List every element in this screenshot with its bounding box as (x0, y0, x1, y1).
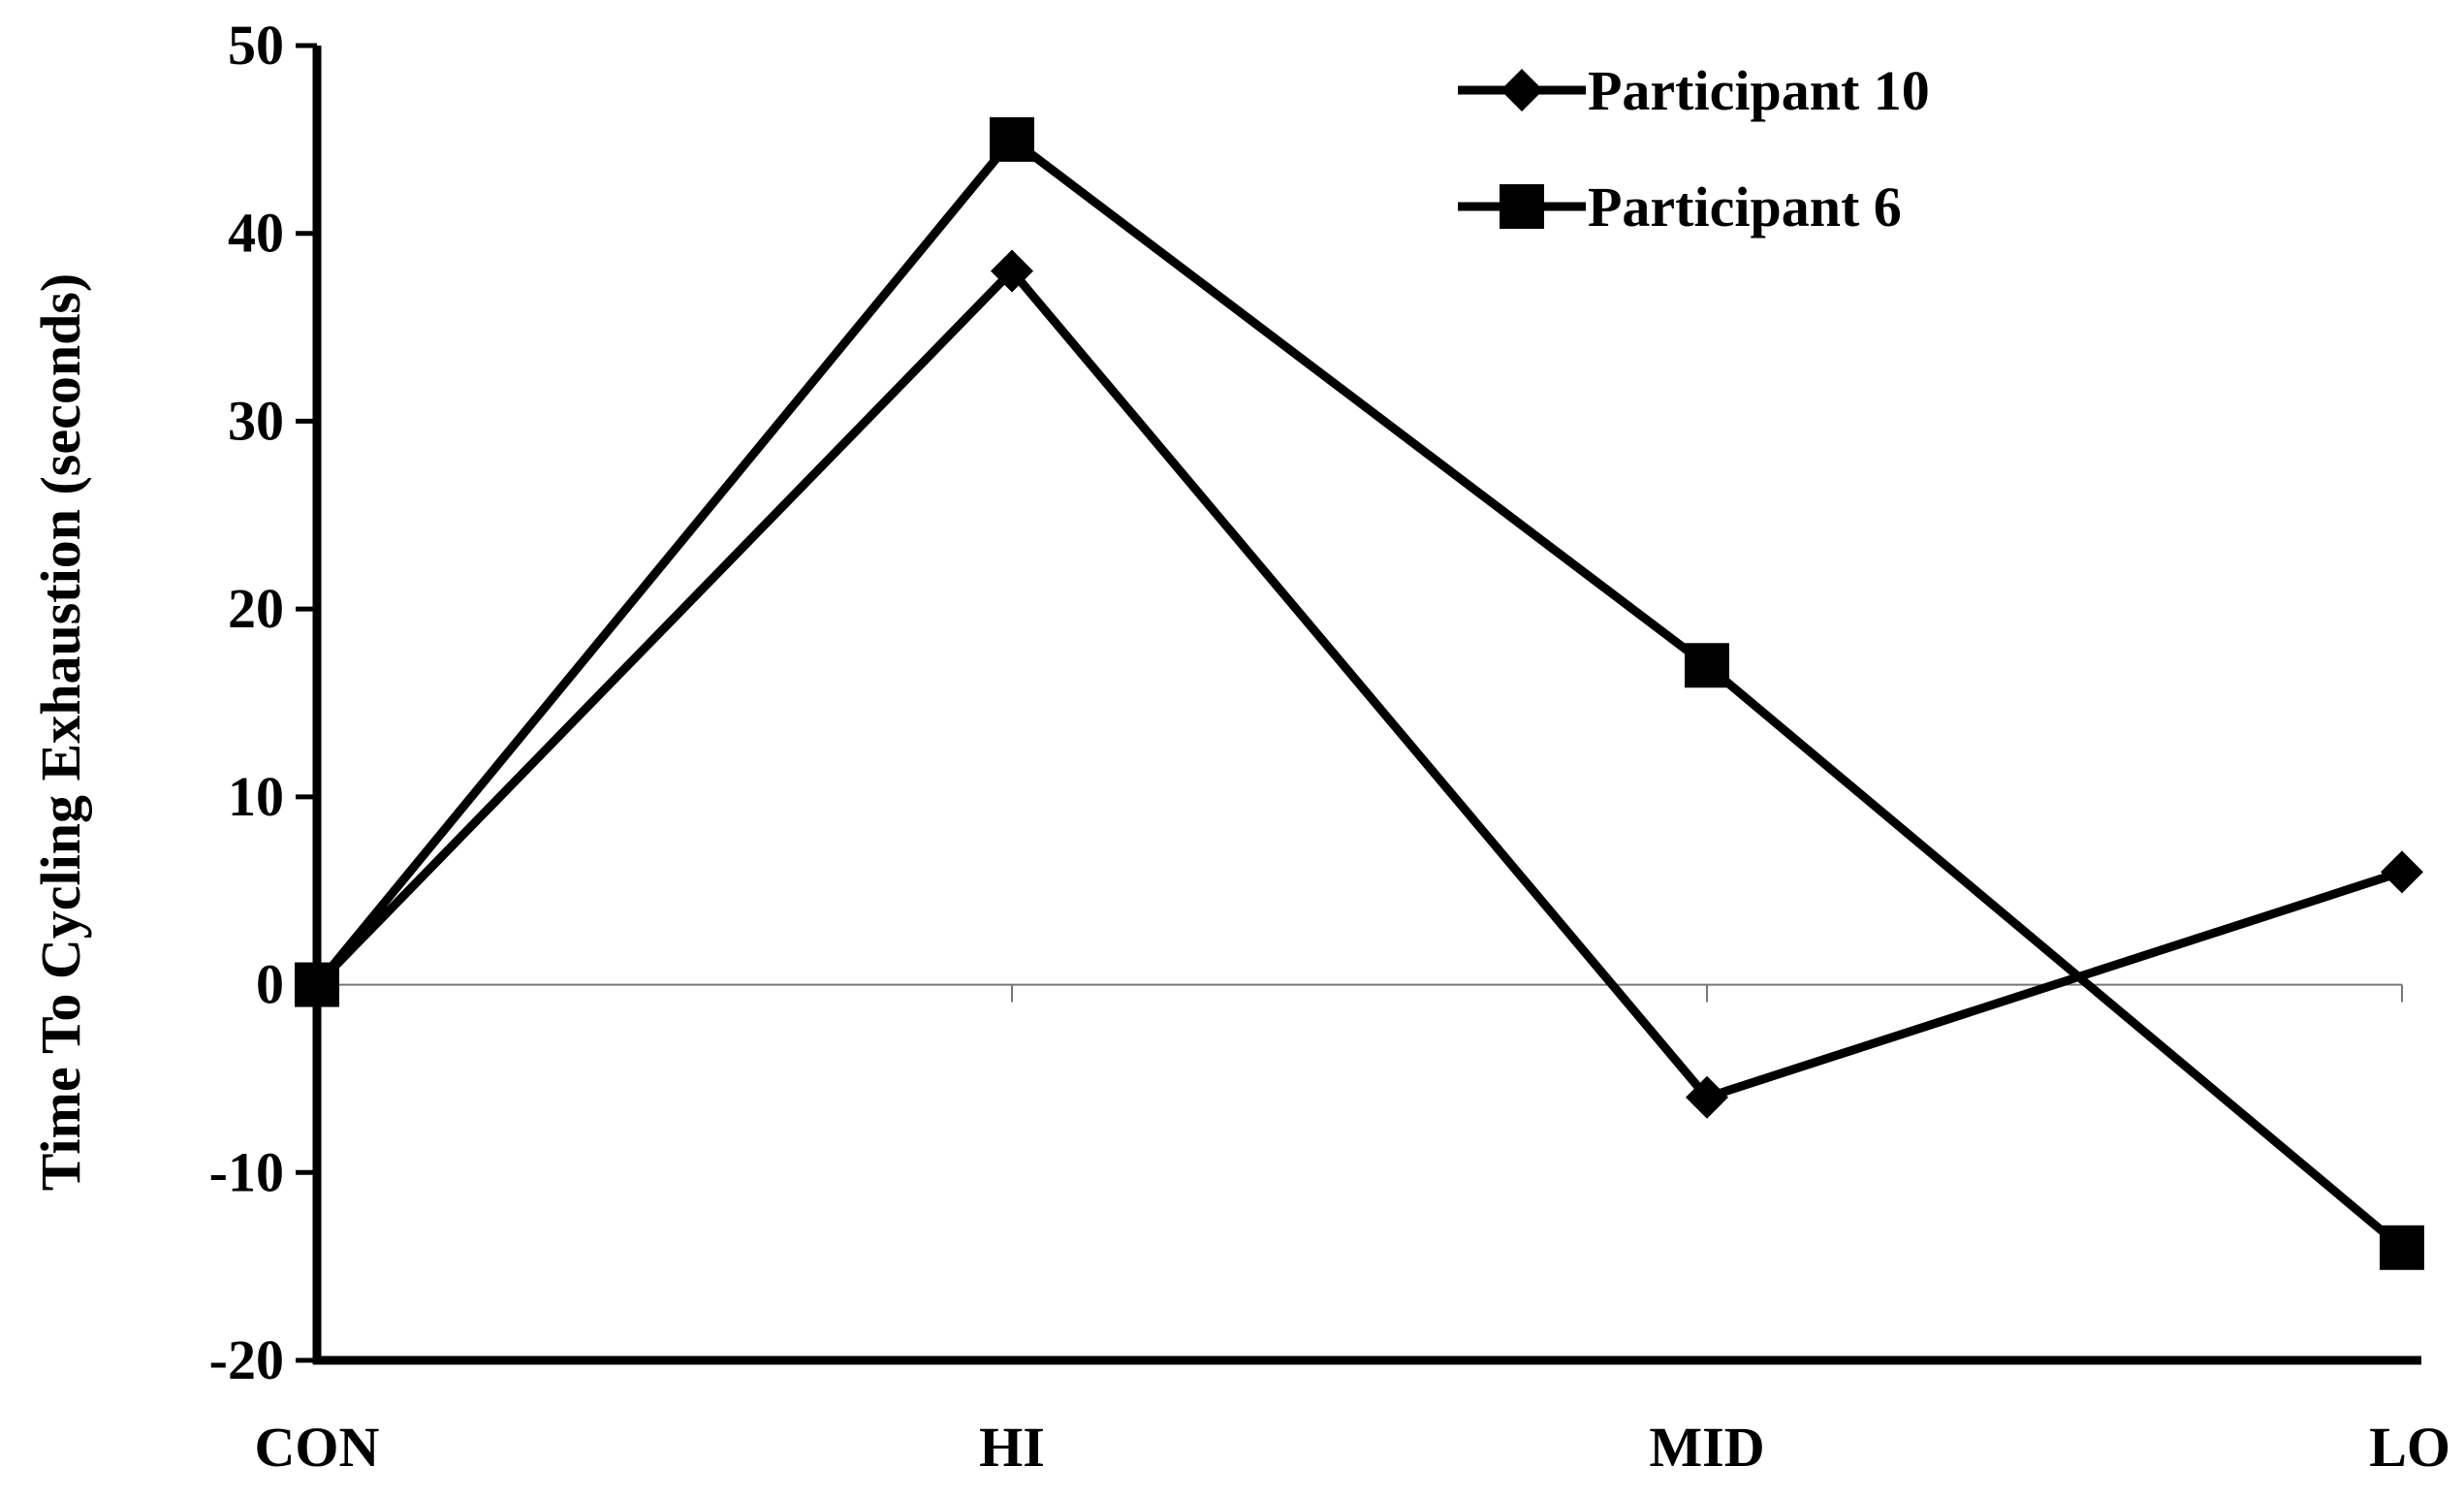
y-tick-label: 10 (228, 765, 284, 828)
data-point-square (1685, 643, 1729, 688)
y-tick-label: 30 (228, 389, 284, 452)
legend-item: Participant 10 (1458, 59, 1930, 122)
data-point-diamond (991, 249, 1033, 293)
legend-label: Participant 10 (1588, 59, 1930, 122)
legend-item: Participant 6 (1458, 175, 1902, 239)
x-tick-label: CON (255, 1416, 380, 1479)
data-point-square (2380, 1225, 2424, 1270)
legend: Participant 10 Participant 6 (1458, 59, 1930, 239)
data-point-diamond (2381, 850, 2423, 894)
y-tick-label: 50 (228, 14, 284, 77)
y-axis-ticks: 50 40 30 20 10 0 -10 -20 (209, 14, 317, 1391)
series-1 (296, 249, 2423, 1119)
legend-marker-square (1500, 184, 1544, 229)
legend-marker-diamond (1501, 69, 1543, 112)
series-layer (295, 116, 2424, 1270)
x-axis-ticks: CON HI MID LO (255, 984, 2450, 1479)
x-tick-label: LO (2369, 1416, 2450, 1479)
x-tick-label: HI (979, 1416, 1045, 1479)
y-tick-label: -10 (209, 1140, 284, 1203)
data-point-diamond (1686, 1075, 1728, 1119)
series-line (313, 264, 2404, 1103)
y-tick-label: 0 (256, 953, 284, 1016)
y-axis-title: Time To Cycling Exhaustion (seconds) (29, 273, 92, 1191)
data-point-square (990, 116, 1034, 162)
x-tick-label: MID (1649, 1416, 1764, 1479)
series-line (313, 133, 2405, 1252)
series-2 (295, 116, 2424, 1270)
legend-label: Participant 6 (1588, 175, 1902, 239)
y-tick-label: -20 (209, 1328, 284, 1391)
y-tick-label: 40 (228, 202, 284, 265)
y-tick-label: 20 (228, 577, 284, 640)
